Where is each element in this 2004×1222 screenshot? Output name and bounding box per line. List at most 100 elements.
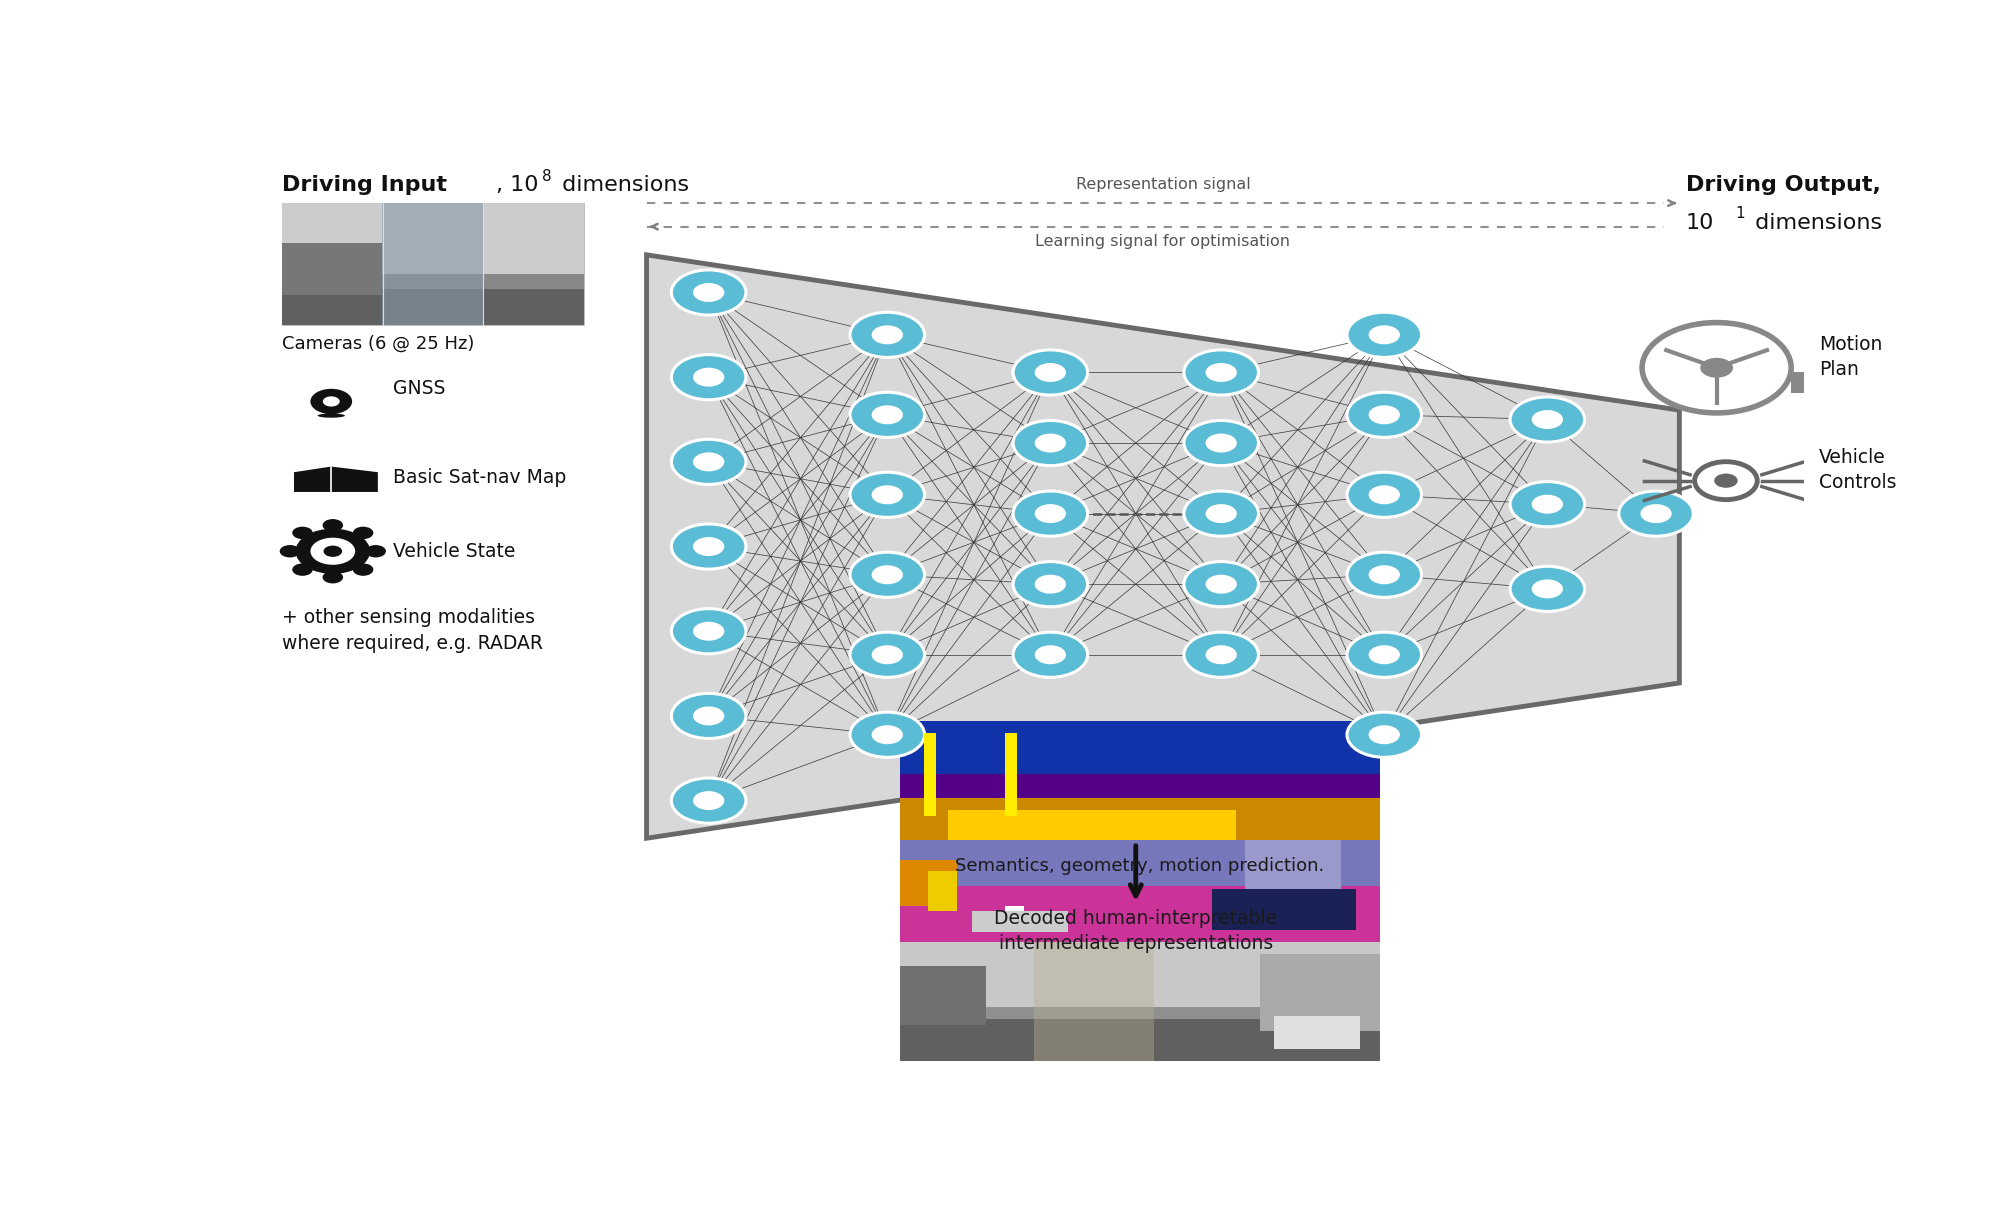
Bar: [900, 965, 986, 1025]
Circle shape: [365, 545, 387, 557]
Bar: [972, 912, 1068, 931]
Circle shape: [1369, 485, 1401, 505]
Text: 10: 10: [1685, 213, 1713, 232]
Text: Vehicle
Controls: Vehicle Controls: [1820, 447, 1896, 491]
Polygon shape: [295, 467, 379, 492]
Bar: [281, 203, 585, 325]
Bar: [900, 798, 1379, 840]
Bar: [381, 203, 485, 325]
Circle shape: [1014, 420, 1088, 466]
Circle shape: [671, 609, 745, 654]
Text: 1: 1: [1735, 207, 1745, 221]
Circle shape: [1184, 420, 1259, 466]
Circle shape: [1347, 552, 1421, 598]
Bar: [1034, 942, 1154, 1061]
Circle shape: [1347, 472, 1421, 517]
Bar: [948, 810, 1236, 840]
Circle shape: [693, 368, 723, 386]
Circle shape: [1641, 505, 1671, 523]
Circle shape: [671, 524, 745, 569]
Circle shape: [323, 396, 341, 407]
Circle shape: [872, 325, 904, 345]
Text: , 10: , 10: [495, 175, 539, 194]
Circle shape: [693, 536, 723, 556]
Circle shape: [850, 632, 924, 677]
Bar: [900, 942, 1379, 1007]
Circle shape: [872, 645, 904, 665]
Bar: [900, 1019, 1379, 1061]
Circle shape: [293, 527, 313, 539]
Bar: [1261, 953, 1379, 1031]
Circle shape: [1014, 632, 1088, 677]
Bar: [1006, 732, 1018, 816]
Circle shape: [1034, 363, 1066, 382]
Text: + other sensing modalities
where required, e.g. RADAR: + other sensing modalities where require…: [281, 607, 543, 654]
Text: Cameras (6 @ 25 Hz): Cameras (6 @ 25 Hz): [281, 335, 473, 353]
Circle shape: [1034, 505, 1066, 523]
Circle shape: [311, 389, 353, 414]
Circle shape: [1531, 579, 1563, 599]
Bar: [900, 840, 1379, 942]
Circle shape: [1369, 645, 1401, 665]
Ellipse shape: [317, 413, 345, 418]
Circle shape: [693, 791, 723, 810]
Text: Semantics, geometry, motion prediction.: Semantics, geometry, motion prediction.: [956, 857, 1325, 875]
Circle shape: [1369, 566, 1401, 584]
Circle shape: [1369, 406, 1401, 424]
Circle shape: [323, 519, 343, 532]
Text: Decoded human-interpretable
intermediate representations: Decoded human-interpretable intermediate…: [994, 909, 1277, 953]
Bar: [924, 732, 936, 816]
Circle shape: [323, 571, 343, 583]
Text: Learning signal for optimisation: Learning signal for optimisation: [1036, 235, 1291, 249]
Bar: [1806, 347, 1820, 373]
Text: Representation signal: Representation signal: [1076, 177, 1250, 192]
Circle shape: [1034, 574, 1066, 594]
Circle shape: [693, 284, 723, 302]
Circle shape: [1184, 562, 1259, 607]
Circle shape: [1369, 325, 1401, 345]
Circle shape: [293, 563, 313, 576]
Bar: [900, 721, 1379, 840]
Circle shape: [1034, 434, 1066, 452]
Bar: [1275, 1015, 1361, 1050]
Circle shape: [1206, 574, 1236, 594]
Circle shape: [850, 712, 924, 758]
Circle shape: [1347, 313, 1421, 357]
Circle shape: [1347, 392, 1421, 437]
Circle shape: [1713, 474, 1737, 488]
Circle shape: [1347, 712, 1421, 758]
Circle shape: [1511, 397, 1585, 442]
Circle shape: [1531, 495, 1563, 513]
Bar: [900, 721, 1379, 781]
Bar: [900, 840, 1379, 886]
Circle shape: [353, 527, 373, 539]
Bar: [281, 288, 585, 325]
Circle shape: [671, 354, 745, 400]
Text: Basic Sat-nav Map: Basic Sat-nav Map: [393, 468, 567, 488]
Circle shape: [850, 472, 924, 517]
Bar: [1212, 888, 1355, 930]
Circle shape: [1511, 481, 1585, 527]
Circle shape: [1014, 349, 1088, 395]
Circle shape: [693, 452, 723, 472]
Circle shape: [1014, 491, 1088, 536]
Bar: [281, 243, 381, 295]
Circle shape: [353, 563, 373, 576]
Polygon shape: [647, 255, 1679, 838]
Circle shape: [1511, 566, 1585, 611]
Bar: [1244, 840, 1341, 891]
Circle shape: [1531, 411, 1563, 429]
Circle shape: [671, 439, 745, 484]
Bar: [900, 775, 1379, 798]
Text: Vehicle State: Vehicle State: [393, 541, 515, 561]
Circle shape: [1369, 725, 1401, 744]
Circle shape: [1699, 358, 1733, 378]
Circle shape: [281, 545, 301, 557]
Bar: [900, 942, 1379, 1061]
Circle shape: [1184, 632, 1259, 677]
Circle shape: [1034, 645, 1066, 665]
Circle shape: [850, 313, 924, 357]
Circle shape: [295, 529, 371, 574]
Circle shape: [671, 693, 745, 738]
Circle shape: [872, 406, 904, 424]
